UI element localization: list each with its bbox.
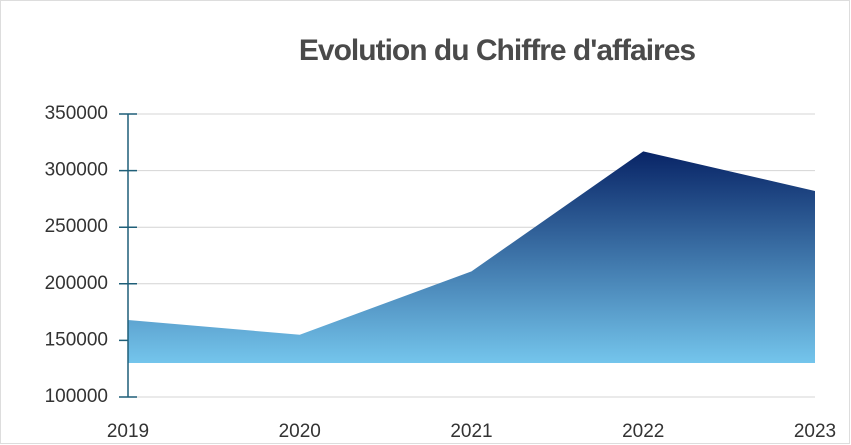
- y-tick-label: 150000: [45, 329, 108, 350]
- x-tick-label: 2023: [794, 421, 836, 442]
- chart-title: Evolution du Chiffre d'affaires: [299, 34, 695, 67]
- x-tick-label: 2020: [279, 421, 321, 442]
- y-tick-label: 100000: [45, 386, 108, 407]
- x-tick-label: 2019: [107, 421, 149, 442]
- x-tick-label: 2021: [450, 421, 492, 442]
- area: [128, 151, 815, 364]
- y-tick-label: 300000: [45, 160, 108, 181]
- y-tick-label: 350000: [45, 103, 108, 124]
- x-tick-label: 2022: [622, 421, 664, 442]
- y-tick-label: 250000: [45, 216, 108, 237]
- y-tick-label: 200000: [45, 273, 108, 294]
